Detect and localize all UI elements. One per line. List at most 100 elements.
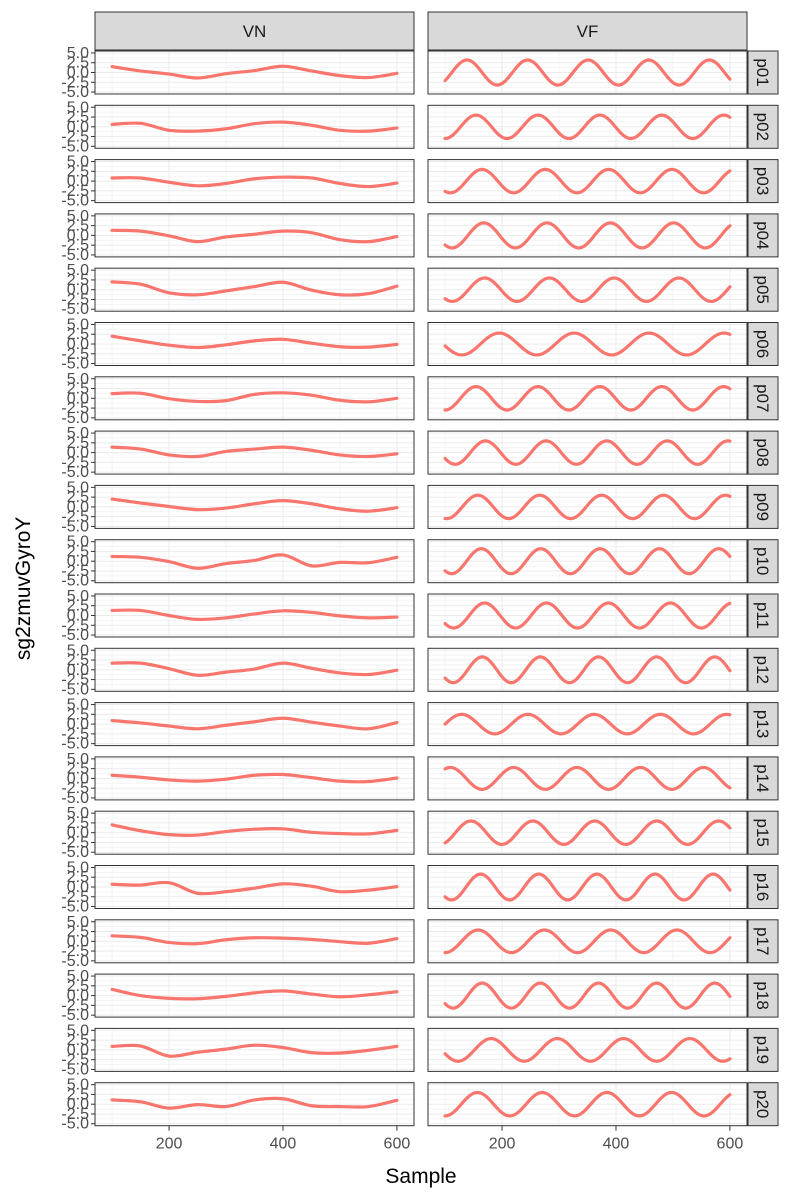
y-tick-label: 0.0 [67,282,89,299]
y-tick-label: 2.5 [67,652,89,669]
panel-border [427,1027,748,1072]
strip-row-p14 [747,756,779,801]
strip-row-p06 [747,322,779,366]
series-line-vf-p12 [443,655,732,685]
y-tick-label: 5.0 [67,642,89,659]
y-tick-label: 0.0 [67,1042,89,1059]
panel-vf-p16 [427,865,748,909]
strip-row-label: p05 [753,276,772,304]
series-line-vf-p04 [443,221,732,250]
strip-row-p01 [747,50,779,95]
strip-col-vf [427,11,748,51]
y-tick-label: -5.0 [61,953,89,970]
y-tick-label: -5.0 [61,844,89,861]
strip-row-p13 [747,702,779,747]
y-tick-label: -5.0 [61,138,89,155]
y-tick-label: 0.0 [67,770,89,787]
strip-row-label: p20 [753,1090,772,1118]
series-line-vn-p06 [110,334,399,350]
y-tick-label: -2.5 [61,509,89,526]
y-tick-label: 2.5 [67,489,89,506]
x-tick-label: 200 [489,1136,516,1153]
strip-row-label: p10 [753,547,772,575]
panel-border [427,973,748,1018]
x-tick-label: 400 [270,1136,297,1153]
y-tick-label: 5.0 [67,479,89,496]
series-line-vf-p07 [443,384,732,412]
series-line-vf-p09 [443,493,732,521]
strip-row-p03 [747,159,779,204]
x-tick-label: 200 [156,1136,183,1153]
panel-vn-p09 [94,484,415,529]
series-line-vf-p20 [443,1090,732,1118]
strip-col-label: VN [243,22,267,41]
y-tick-label: -5.0 [61,518,89,535]
y-tick-label: -2.5 [61,617,89,634]
panel-vn-p18 [94,973,415,1018]
panel-vn-p14 [94,756,415,801]
panel-border [427,430,748,475]
panel-border [427,376,748,421]
series-line-vn-p19 [110,1043,399,1058]
panel-vn-p19 [94,1027,415,1072]
panel-vf-p17 [427,919,748,964]
panel-vn-p13 [94,702,415,747]
y-tick-label: 2.5 [67,924,89,941]
strip-row-label: p02 [753,113,772,141]
y-tick-label: 2.5 [67,55,89,72]
strip-row-label: p12 [753,656,772,684]
series-line-vf-p05 [443,276,732,304]
strip-row-label: p03 [753,167,772,195]
y-tick-label: 5.0 [67,208,89,225]
panel-vn-p10 [94,539,415,584]
y-tick-label: 2.5 [67,1086,89,1103]
series-line-vn-p13 [110,716,399,731]
strip-row-label: p01 [753,58,772,86]
series-line-vn-p07 [110,391,399,404]
y-tick-label: -5.0 [61,736,89,753]
y-tick-label: -5.0 [61,1116,89,1133]
y-tick-label: 0.0 [67,988,89,1005]
panel-vn-p08 [94,430,415,475]
panel-border [427,702,748,747]
y-tick-label: -2.5 [61,997,89,1014]
y-tick-label: 5.0 [67,154,89,171]
y-tick-label: 0.0 [67,608,89,625]
y-tick-label: 5.0 [67,968,89,985]
y-axis-layer: -5.0-2.50.02.55.0-5.0-2.50.02.55.0-5.0-2… [61,45,95,1133]
y-tick-label: 5.0 [67,316,89,333]
y-axis-title: sg2zmuvGyroY [12,517,35,661]
series-line-vf-p11 [443,601,732,630]
y-tick-label: -5.0 [61,1007,89,1024]
y-tick-label: -5.0 [61,681,89,698]
panel-vf-p11 [427,593,748,638]
y-tick-label: -5.0 [61,899,89,916]
series-line-vf-p13 [443,712,732,736]
panel-border [427,213,748,258]
y-tick-label: -5.0 [61,301,89,318]
y-tick-label: 2.5 [67,109,89,126]
strip-row-p20 [747,1082,779,1127]
y-tick-label: -2.5 [61,183,89,200]
strip-row-label: p19 [753,1036,772,1064]
y-tick-label: 5.0 [67,588,89,605]
series-line-vn-p05 [110,280,399,297]
panel-vn-p01 [94,50,415,95]
y-tick-label: 0.0 [67,933,89,950]
series-line-vf-p17 [443,928,732,955]
y-tick-label: 0.0 [67,1096,89,1113]
y-tick-label: 2.5 [67,435,89,452]
strip-row-p18 [747,973,779,1018]
y-tick-label: -2.5 [61,672,89,689]
panel-border [427,593,748,638]
y-tick-label: 5.0 [67,859,89,876]
y-tick-label: 0.0 [67,65,89,82]
y-tick-label: 0.0 [67,227,89,244]
y-tick-label: 0.0 [67,336,89,353]
x-tick-label: 400 [603,1136,630,1153]
y-tick-label: 2.5 [67,543,89,560]
panel-border [427,756,748,801]
y-tick-label: -2.5 [61,74,89,91]
y-tick-label: 5.0 [67,914,89,931]
panel-vf-p10 [427,539,748,584]
